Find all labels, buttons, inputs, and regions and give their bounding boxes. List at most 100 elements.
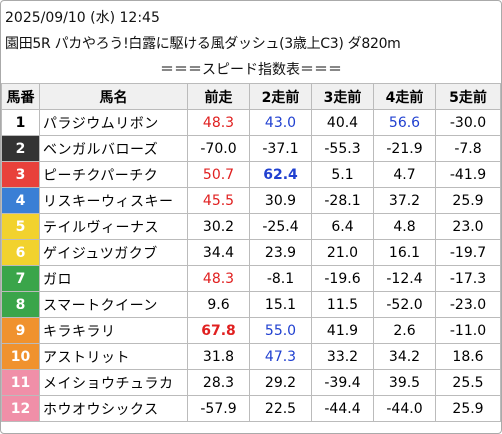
score: -12.4 xyxy=(373,265,436,292)
score: 4.8 xyxy=(373,213,436,240)
row: 3 ピーチクパーチク 50.7 62.4 5.1 4.7 -41.9 xyxy=(1,161,501,188)
horse-name: リスキーウィスキー xyxy=(39,187,188,214)
score: 25.9 xyxy=(435,395,501,422)
column-header: 4走前 xyxy=(373,83,436,110)
horse-name: ピーチクパーチク xyxy=(39,161,188,188)
table-body: 1 パラジウムリボン 48.3 43.0 40.4 56.6 -30.0 2 ベンガルバローズ -… xyxy=(1,109,501,422)
score: -57.9 xyxy=(187,395,250,422)
horse-number: 2 xyxy=(1,135,40,162)
score: 25.5 xyxy=(435,369,501,396)
score: -17.3 xyxy=(435,265,501,292)
column-header: 馬番 xyxy=(1,83,40,110)
score: 62.4 xyxy=(249,161,312,188)
horse-name: パラジウムリボン xyxy=(39,109,188,136)
score: 33.2 xyxy=(311,343,374,370)
score: 21.0 xyxy=(311,239,374,266)
row: 9 キラキラリ 67.8 55.0 41.9 2.6 -11.0 xyxy=(1,317,501,344)
horse-name: キラキラリ xyxy=(39,317,188,344)
score: 23.0 xyxy=(435,213,501,240)
score: -37.1 xyxy=(249,135,312,162)
horse-name: ゲイジュツガクブ xyxy=(39,239,188,266)
horse-number: 9 xyxy=(1,317,40,344)
score: -70.0 xyxy=(187,135,250,162)
score: -55.3 xyxy=(311,135,374,162)
score: 11.5 xyxy=(311,291,374,318)
score: -25.4 xyxy=(249,213,312,240)
score: -7.8 xyxy=(435,135,501,162)
score: 25.9 xyxy=(435,187,501,214)
column-header: 馬名 xyxy=(39,83,188,110)
row: 12 ホウオウシックス -57.9 22.5 -44.4 -44.0 25.9 xyxy=(1,395,501,422)
score: -44.4 xyxy=(311,395,374,422)
score: -28.1 xyxy=(311,187,374,214)
horse-number: 4 xyxy=(1,187,40,214)
horse-name: ホウオウシックス xyxy=(39,395,188,422)
column-header: 前走 xyxy=(187,83,250,110)
table-title: ＝＝＝スピード指数表＝＝＝ xyxy=(160,62,342,78)
score: 67.8 xyxy=(187,317,250,344)
date: 2025/09/10 (水) 12:45 xyxy=(5,10,160,26)
score: -44.0 xyxy=(373,395,436,422)
score: -52.0 xyxy=(373,291,436,318)
score: -39.4 xyxy=(311,369,374,396)
race-title: 園田5R パカやろう!白露に駆ける風ダッシュ(3歳上C3) ダ820m xyxy=(5,36,401,52)
horse-number: 8 xyxy=(1,291,40,318)
score: -21.9 xyxy=(373,135,436,162)
horse-number: 5 xyxy=(1,213,40,240)
row: 1 パラジウムリボン 48.3 43.0 40.4 56.6 -30.0 xyxy=(1,109,501,136)
score: -19.6 xyxy=(311,265,374,292)
score: 56.6 xyxy=(373,109,436,136)
score: 48.3 xyxy=(187,265,250,292)
score: 6.4 xyxy=(311,213,374,240)
score: 40.4 xyxy=(311,109,374,136)
score: 31.8 xyxy=(187,343,250,370)
score: 34.4 xyxy=(187,239,250,266)
score: 4.7 xyxy=(373,161,436,188)
column-header: 2走前 xyxy=(249,83,312,110)
horse-number: 1 xyxy=(1,109,40,136)
horse-name: テイルヴィーナス xyxy=(39,213,188,240)
speed-table: 馬番 馬名 前走 2走前 3走前 4走前 5走前 1 パラジウムリボン 48.3 43.0 40.4… xyxy=(1,83,501,422)
score: -8.1 xyxy=(249,265,312,292)
horse-number: 7 xyxy=(1,265,40,292)
score: 30.2 xyxy=(187,213,250,240)
score: -19.7 xyxy=(435,239,501,266)
score: 39.5 xyxy=(373,369,436,396)
horse-number: 6 xyxy=(1,239,40,266)
header-row: 馬番 馬名 前走 2走前 3走前 4走前 5走前 xyxy=(1,83,501,110)
score: 50.7 xyxy=(187,161,250,188)
row: 10 アストリット 31.8 47.3 33.2 34.2 18.6 xyxy=(1,343,501,370)
score: 5.1 xyxy=(311,161,374,188)
score: 34.2 xyxy=(373,343,436,370)
horse-number: 12 xyxy=(1,395,40,422)
row: 8 スマートクイーン 9.6 15.1 11.5 -52.0 -23.0 xyxy=(1,291,501,318)
score: -30.0 xyxy=(435,109,501,136)
score: 48.3 xyxy=(187,109,250,136)
score: -11.0 xyxy=(435,317,501,344)
row: 5 テイルヴィーナス 30.2 -25.4 6.4 4.8 23.0 xyxy=(1,213,501,240)
score: 16.1 xyxy=(373,239,436,266)
column-header: 5走前 xyxy=(435,83,501,110)
score: 30.9 xyxy=(249,187,312,214)
row: 4 リスキーウィスキー 45.5 30.9 -28.1 37.2 25.9 xyxy=(1,187,501,214)
score: 55.0 xyxy=(249,317,312,344)
score: 23.9 xyxy=(249,239,312,266)
horse-name: ベンガルバローズ xyxy=(39,135,188,162)
score: 43.0 xyxy=(249,109,312,136)
horse-number: 11 xyxy=(1,369,40,396)
horse-name: スマートクイーン xyxy=(39,291,188,318)
score: 18.6 xyxy=(435,343,501,370)
row: 11 メイショウチュラカ 28.3 29.2 -39.4 39.5 25.5 xyxy=(1,369,501,396)
score: 37.2 xyxy=(373,187,436,214)
score: -41.9 xyxy=(435,161,501,188)
score: 29.2 xyxy=(249,369,312,396)
row: 7 ガロ 48.3 -8.1 -19.6 -12.4 -17.3 xyxy=(1,265,501,292)
score: 22.5 xyxy=(249,395,312,422)
horse-name: ガロ xyxy=(39,265,188,292)
row: 6 ゲイジュツガクブ 34.4 23.9 21.0 16.1 -19.7 xyxy=(1,239,501,266)
horse-name: メイショウチュラカ xyxy=(39,369,188,396)
score: 28.3 xyxy=(187,369,250,396)
score: 9.6 xyxy=(187,291,250,318)
score: 45.5 xyxy=(187,187,250,214)
